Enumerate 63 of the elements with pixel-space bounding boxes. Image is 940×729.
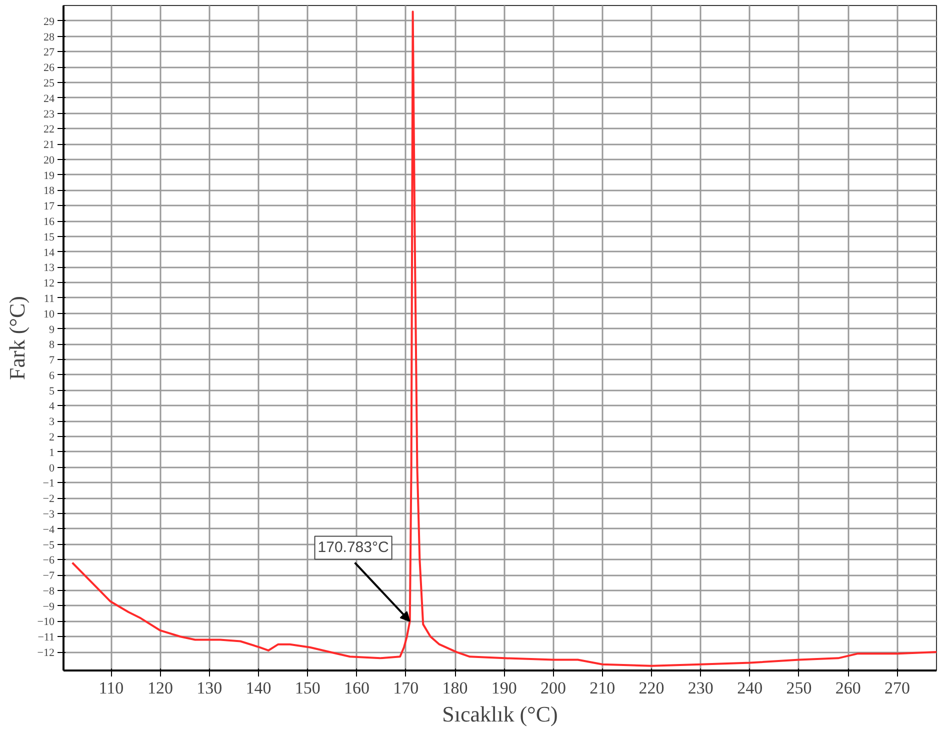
x-tick-label: 270 — [884, 678, 910, 698]
y-tick-label: 22 — [44, 124, 54, 136]
y-tick-label: 25 — [44, 77, 55, 90]
y-tick-label: 21 — [44, 139, 54, 152]
y-tick-label: 10 — [44, 308, 55, 320]
y-tick-label: 24 — [44, 92, 55, 105]
x-tick-label: 220 — [638, 678, 664, 698]
x-axis-title: Sıcaklık (°C) — [442, 702, 558, 726]
y-tick-label: 23 — [44, 108, 55, 120]
y-axis-title: Fark (°C) — [4, 296, 30, 380]
y-tick-label: 0 — [49, 462, 55, 474]
x-tick-label: 210 — [590, 678, 616, 698]
y-tick-label: 2 — [49, 432, 54, 444]
y-tick-label: 28 — [44, 31, 55, 44]
y-tick-label: 15 — [44, 231, 55, 244]
annotation: 170.783°C — [318, 539, 389, 556]
y-tick-label: 26 — [44, 62, 55, 74]
y-tick-label: −5 — [42, 539, 55, 552]
y-tick-label: 19 — [44, 170, 55, 182]
x-tick-label: 150 — [294, 678, 320, 698]
y-tick-label: −2 — [42, 493, 55, 506]
x-tick-label: 160 — [344, 678, 370, 698]
y-tick-label: 13 — [44, 262, 55, 274]
x-tick-label: 120 — [148, 678, 174, 698]
y-tick-label: 4 — [49, 400, 55, 413]
y-tick-label: −4 — [42, 524, 55, 536]
y-tick-label: 14 — [44, 246, 55, 259]
x-tick-label: 110 — [98, 678, 124, 698]
y-tick-label: 1 — [49, 446, 54, 459]
y-tick-label: 9 — [49, 324, 55, 336]
x-tick-label: 190 — [491, 678, 517, 698]
y-tick-label: −3 — [42, 508, 55, 520]
x-tick-label: 170 — [393, 678, 419, 698]
y-tick-label: −7 — [42, 570, 55, 582]
y-tick-label: 7 — [49, 354, 55, 367]
y-tick-label: −1 — [42, 478, 55, 490]
y-tick-label: −11 — [38, 632, 54, 644]
x-tick-label: 230 — [688, 678, 714, 698]
y-tick-label: −6 — [42, 554, 55, 567]
y-tick-label: −12 — [37, 647, 55, 660]
x-tick-label: 180 — [442, 678, 468, 698]
y-tick-label: 5 — [49, 385, 55, 398]
y-tick-label: −8 — [42, 585, 55, 598]
y-tick-label: 6 — [49, 370, 55, 382]
y-tick-label: 18 — [44, 185, 55, 198]
y-tick-label: 29 — [44, 16, 55, 28]
x-tick-label: 260 — [835, 678, 861, 698]
x-tick-label: 140 — [246, 678, 272, 698]
x-tick-label: 200 — [540, 678, 566, 698]
y-tick-label: 3 — [49, 416, 55, 428]
x-tick-label: 130 — [196, 678, 222, 698]
x-tick-label: 250 — [786, 678, 812, 698]
line-series — [71, 10, 936, 667]
y-tick-label: 16 — [44, 216, 55, 228]
y-tick-label: 27 — [44, 46, 55, 59]
y-tick-label: −10 — [37, 616, 55, 628]
y-tick-label: 20 — [44, 154, 55, 166]
x-tick-label: 240 — [737, 678, 763, 698]
y-tick-label: 12 — [44, 278, 54, 290]
y-tick-label: 17 — [44, 200, 55, 213]
y-tick-label: 8 — [49, 339, 55, 352]
y-tick-label: 11 — [44, 292, 54, 305]
y-tick-label: −9 — [42, 600, 55, 613]
